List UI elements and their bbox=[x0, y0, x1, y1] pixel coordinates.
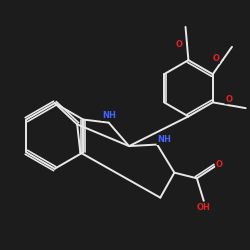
Text: OH: OH bbox=[197, 203, 211, 212]
Text: NH: NH bbox=[102, 111, 116, 120]
Text: O: O bbox=[225, 94, 232, 104]
Text: O: O bbox=[216, 160, 223, 169]
Text: NH: NH bbox=[157, 135, 171, 144]
Text: O: O bbox=[212, 54, 219, 63]
Text: O: O bbox=[176, 40, 182, 49]
